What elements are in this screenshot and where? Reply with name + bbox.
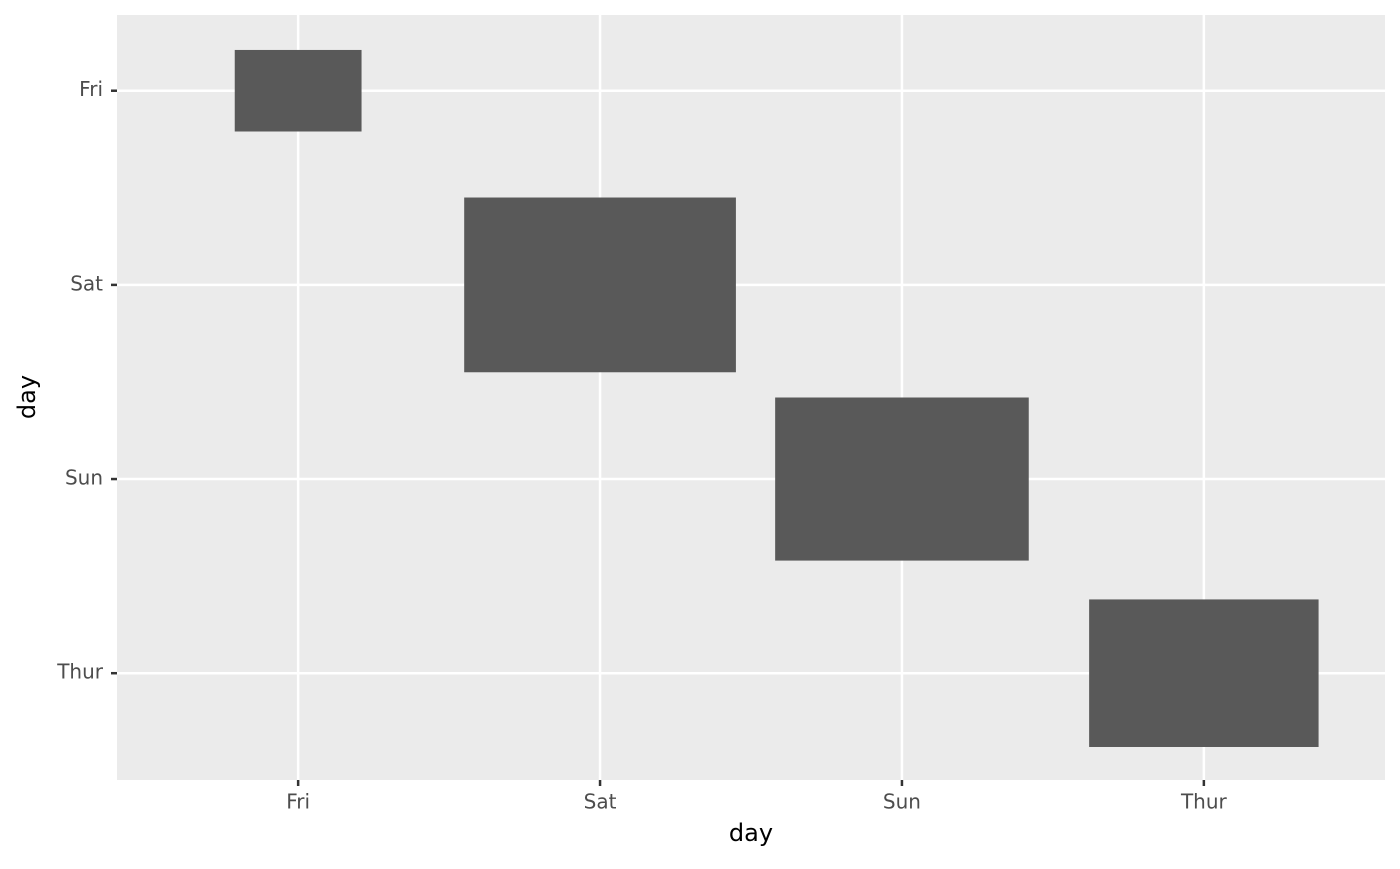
y-tick-label: Fri [79, 77, 103, 101]
x-tick-label: Fri [286, 790, 310, 814]
x-tick-label: Sat [584, 790, 617, 814]
x-axis-title: day [729, 819, 773, 847]
y-tick-label: Thur [56, 660, 104, 684]
tile [1089, 599, 1319, 747]
tile [775, 397, 1029, 561]
x-tick-label: Thur [1180, 790, 1228, 814]
tile [234, 49, 362, 132]
tile [464, 197, 736, 373]
x-tick-label: Sun [883, 790, 921, 814]
y-tick-label: Sun [65, 466, 103, 490]
y-axis-title: day [13, 375, 41, 419]
y-tick-label: Sat [70, 271, 103, 295]
